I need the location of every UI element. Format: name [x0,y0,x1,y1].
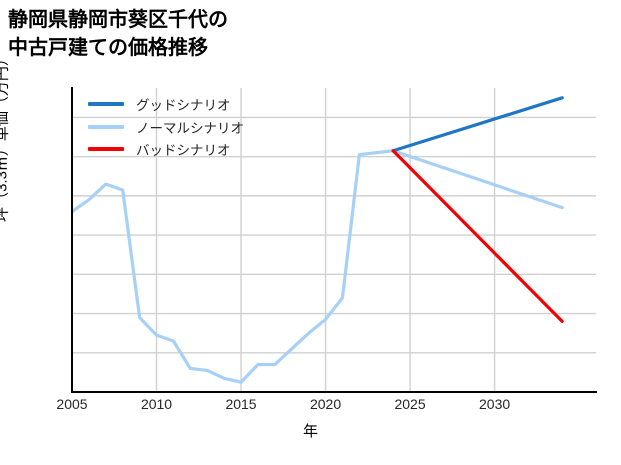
x-tick-label: 2030 [479,396,511,412]
x-tick-label: 2025 [394,396,426,412]
x-tick-label: 2020 [309,396,342,412]
plot-area [72,88,596,392]
plot-svg [72,88,596,392]
legend-item-label: グッドシナリオ [136,98,231,114]
y-axis-label: 坪（3.3㎡）単価（万円） [0,51,11,222]
legend-item-label: バッドシナリオ [136,143,231,159]
y-gridlines [72,116,596,392]
series-line [391,96,564,153]
legend-item[interactable]: バッドシナリオ [88,138,244,161]
chart-title: 静岡県静岡市葵区千代の 中古戸建ての価格推移 [8,9,228,60]
x-gridlines [72,88,496,392]
x-axis-label: 年 [302,423,318,440]
x-tick-label: 2005 [56,396,88,412]
series-line [72,149,564,384]
legend-item-label: ノーマルシナリオ [136,120,244,136]
chart-legend: グッドシナリオ ノーマルシナリオ バッドシナリオ [88,93,244,161]
legend-item[interactable]: ノーマルシナリオ [88,116,244,139]
legend-color-swatch [88,102,124,107]
y-axis-spine [71,87,73,393]
legend-item[interactable]: グッドシナリオ [88,93,244,116]
legend-color-swatch [88,124,124,129]
series-line [391,149,564,323]
legend-color-swatch [88,147,124,152]
x-axis-spine [71,391,597,393]
series-lines [72,96,564,384]
x-tick-label: 2015 [225,396,257,412]
x-tick-label: 2010 [140,396,173,412]
